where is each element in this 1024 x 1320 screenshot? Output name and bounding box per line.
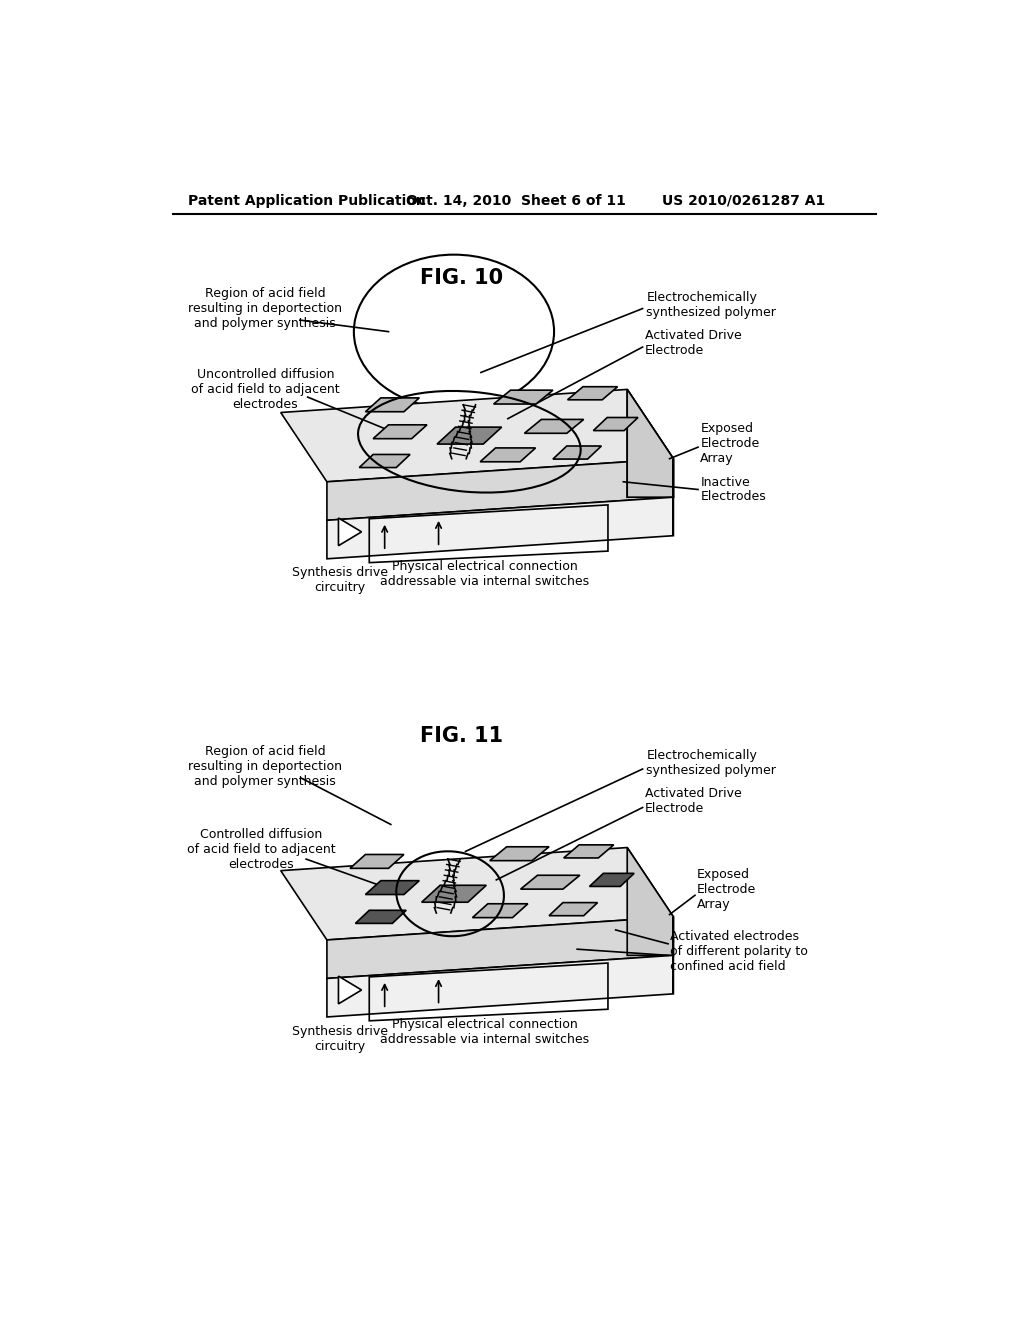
Polygon shape [520, 875, 580, 890]
Polygon shape [327, 459, 674, 520]
Text: Synthesis drive
circuitry: Synthesis drive circuitry [292, 566, 388, 594]
Text: Physical electrical connection
addressable via internal switches: Physical electrical connection addressab… [380, 560, 590, 589]
Polygon shape [628, 847, 674, 956]
Polygon shape [327, 917, 674, 978]
Text: Uncontrolled diffusion
of acid field to adjacent
electrodes: Uncontrolled diffusion of acid field to … [191, 368, 340, 411]
Text: Activated Drive
Electrode: Activated Drive Electrode [645, 329, 741, 358]
Text: Controlled diffusion
of acid field to adjacent
electrodes: Controlled diffusion of acid field to ad… [187, 828, 336, 871]
Polygon shape [590, 874, 634, 887]
Polygon shape [494, 391, 553, 404]
Polygon shape [350, 854, 403, 869]
Polygon shape [472, 904, 528, 917]
Polygon shape [489, 847, 549, 861]
Text: Synthesis drive
circuitry: Synthesis drive circuitry [292, 1024, 388, 1052]
Polygon shape [366, 397, 419, 412]
Text: Exposed
Electrode
Array: Exposed Electrode Array [700, 422, 760, 465]
Text: Oct. 14, 2010  Sheet 6 of 11: Oct. 14, 2010 Sheet 6 of 11 [407, 194, 626, 207]
Polygon shape [366, 880, 419, 895]
Polygon shape [549, 903, 598, 916]
Polygon shape [567, 387, 617, 400]
Polygon shape [373, 425, 427, 438]
Text: Physical electrical connection
addressable via internal switches: Physical electrical connection addressab… [380, 1018, 590, 1047]
Text: FIG. 10: FIG. 10 [420, 268, 503, 288]
Polygon shape [437, 428, 502, 444]
Text: Region of acid field
resulting in deportection
and polymer synthesis: Region of acid field resulting in deport… [188, 286, 342, 330]
Polygon shape [355, 911, 407, 924]
Polygon shape [281, 847, 674, 940]
Text: Region of acid field
resulting in deportection
and polymer synthesis: Region of acid field resulting in deport… [188, 746, 342, 788]
Text: Electrochemically
synthesized polymer: Electrochemically synthesized polymer [646, 290, 776, 318]
Polygon shape [422, 886, 486, 903]
Text: Patent Application Publication: Patent Application Publication [188, 194, 426, 207]
Polygon shape [281, 389, 674, 482]
Text: Inactive
Electrodes: Inactive Electrodes [700, 475, 766, 503]
Polygon shape [563, 845, 613, 858]
Text: US 2010/0261287 A1: US 2010/0261287 A1 [662, 194, 825, 207]
Text: Activated Drive
Electrode: Activated Drive Electrode [645, 787, 741, 816]
Text: Exposed
Electrode
Array: Exposed Electrode Array [696, 869, 756, 911]
Polygon shape [339, 977, 361, 1003]
Polygon shape [339, 517, 361, 545]
Text: FIG. 11: FIG. 11 [420, 726, 503, 746]
Polygon shape [359, 454, 410, 467]
Polygon shape [480, 447, 536, 462]
Polygon shape [327, 498, 674, 558]
Polygon shape [628, 389, 674, 498]
Polygon shape [524, 420, 584, 433]
Polygon shape [327, 956, 674, 1016]
Text: Electrochemically
synthesized polymer: Electrochemically synthesized polymer [646, 748, 776, 777]
Polygon shape [553, 446, 601, 459]
Text: Activated electrodes
of different polarity to
confined acid field: Activated electrodes of different polari… [670, 931, 808, 973]
Polygon shape [593, 417, 638, 430]
